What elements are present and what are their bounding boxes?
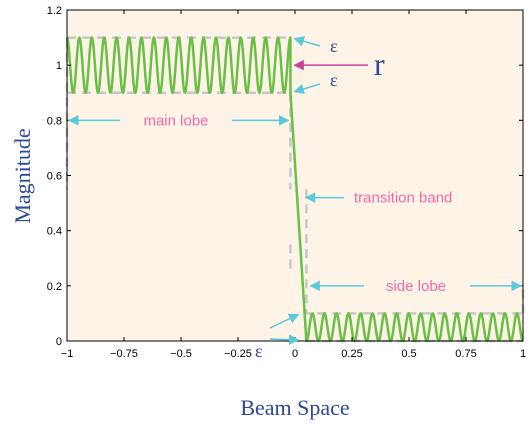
- y-tick-label: 0.2: [47, 281, 62, 293]
- y-tick-label: 0: [56, 336, 62, 348]
- y-axis-title: Magnitude: [10, 128, 35, 223]
- y-tick-label: 0.6: [47, 171, 62, 183]
- x-tick-label: 0.25: [341, 348, 362, 360]
- x-axis-ticks: −1 −0.75 −0.5 −0.25 0 0.25 0.5 0.75 1: [61, 10, 526, 360]
- epsilon-lower-arrow: [293, 83, 321, 95]
- x-tick-label: 1: [520, 348, 526, 360]
- x-tick-label: 0.75: [455, 348, 476, 360]
- x-tick-label: −0.5: [170, 348, 192, 360]
- epsilon-stopband-upper-arrow: [269, 313, 300, 329]
- y-tick-label: 1.2: [47, 5, 62, 17]
- epsilon-upper-label: ε: [330, 36, 338, 56]
- epsilon-stopband-lower-arrow: [269, 334, 300, 345]
- y-tick-label: 0.4: [47, 226, 62, 238]
- x-tick-label: −1: [61, 348, 74, 360]
- stopband-upper-bound: [305, 189, 523, 315]
- transition-band-label: transition band: [354, 190, 452, 207]
- y-axis-ticks: 0 0.2 0.4 0.6 0.8 1 1.2: [47, 5, 523, 348]
- x-tick-label: −0.75: [110, 348, 138, 360]
- y-tick-label: 0.8: [47, 115, 62, 127]
- epsilon-lower-label: ε: [330, 70, 338, 90]
- main-lobe-label: main lobe: [143, 112, 208, 129]
- x-tick-label: 0.5: [401, 348, 416, 360]
- x-tick-label: 0: [292, 348, 298, 360]
- x-tick-label: −0.25: [224, 348, 252, 360]
- epsilon-upper-arrow: [293, 36, 321, 47]
- y-tick-label: 1: [56, 60, 62, 72]
- r-label: r: [374, 46, 385, 82]
- epsilon-stopband-label: ε: [255, 341, 263, 361]
- side-lobe-label: side lobe: [386, 278, 446, 295]
- x-axis-title: Beam Space: [240, 395, 349, 420]
